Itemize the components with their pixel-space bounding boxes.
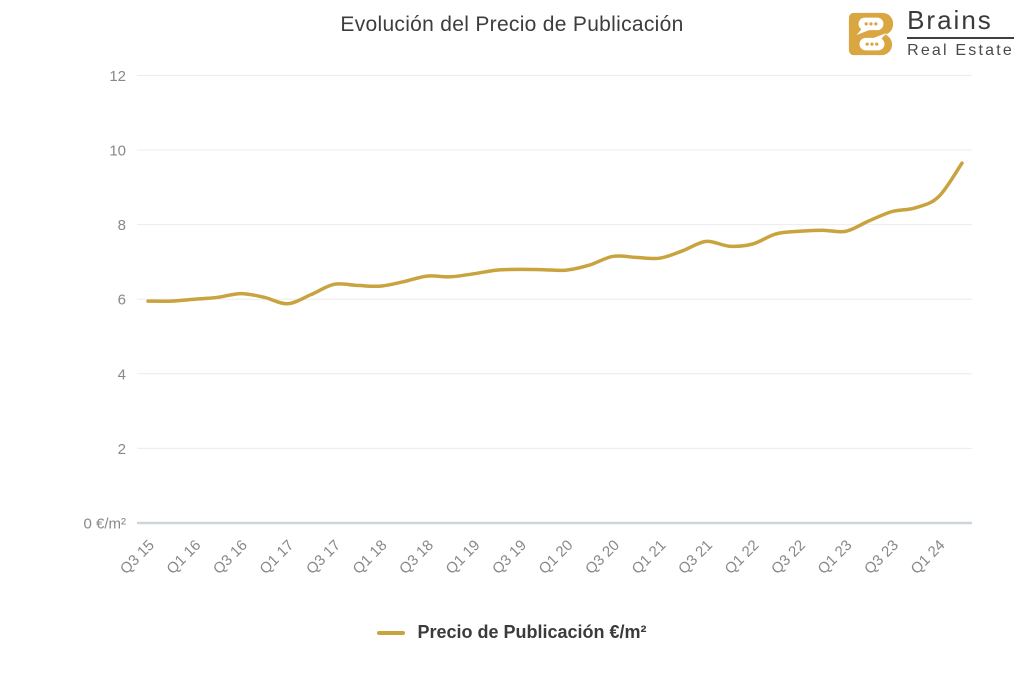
legend-label: Precio de Publicación €/m² (417, 622, 647, 642)
x-axis-tick-label: Q1 22 (722, 537, 763, 578)
x-axis-tick-label: Q3 17 (303, 537, 344, 578)
legend-line-swatch (377, 630, 406, 635)
x-axis-tick-label: Q1 17 (256, 537, 297, 578)
x-axis-tick-label: Q3 15 (117, 537, 158, 578)
x-axis-tick-label: Q1 18 (350, 537, 391, 578)
brand-subtitle: Real Estate (907, 42, 1014, 59)
x-axis-tick-label: Q3 21 (675, 537, 716, 578)
y-axis-tick-label: 12 (109, 68, 126, 85)
x-axis-tick-label: Q3 22 (768, 537, 809, 578)
x-axis-tick-label: Q1 21 (629, 537, 670, 578)
brand-name: Brains (907, 7, 1014, 39)
x-axis-tick-label: Q1 20 (536, 537, 577, 578)
y-axis-tick-label: 4 (118, 366, 126, 383)
x-axis-tick-label: Q3 16 (210, 537, 251, 578)
brand-logo: Brains Real Estate (845, 7, 1014, 60)
y-axis-tick-label: 0 €/m² (83, 516, 126, 533)
x-axis-tick-label: Q3 19 (489, 537, 530, 578)
price-line-series (146, 161, 964, 306)
x-axis-tick-label: Q1 19 (443, 537, 484, 578)
x-axis-tick-label: Q1 24 (908, 537, 949, 578)
x-axis-tick-label: Q1 16 (163, 537, 204, 578)
x-axis-tick-label: Q3 20 (582, 537, 623, 578)
chart-legend: Precio de Publicación €/m² (0, 622, 1024, 643)
brains-chat-bubbles-b-icon (848, 12, 894, 55)
x-axis-tick-label: Q1 23 (815, 537, 856, 578)
y-axis-tick-label: 10 (109, 143, 126, 160)
x-axis-tick-label: Q3 18 (396, 537, 437, 578)
chart-title: Evolución del Precio de Publicación (340, 13, 684, 36)
legend-item-precio-publicacion[interactable]: Precio de Publicación €/m² (377, 622, 647, 643)
x-axis-tick-label: Q3 23 (861, 537, 902, 578)
y-axis-tick-label: 6 (118, 292, 126, 309)
y-axis-tick-label: 2 (118, 441, 126, 458)
brand-text: Brains Real Estate (907, 7, 1014, 60)
y-axis-tick-label: 8 (118, 217, 126, 234)
